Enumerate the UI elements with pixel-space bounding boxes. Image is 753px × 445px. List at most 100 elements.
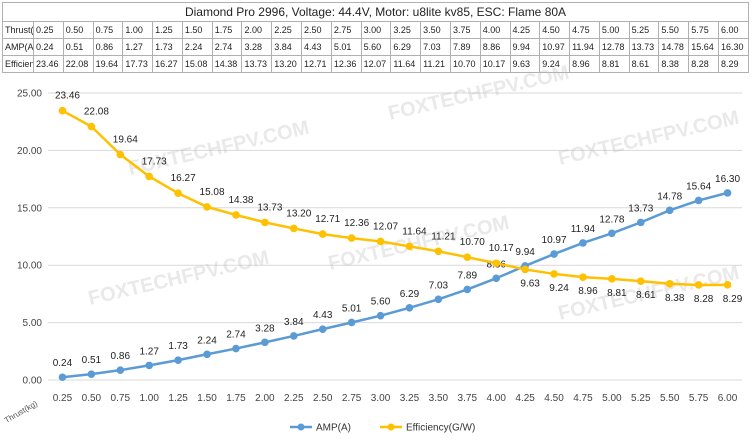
data-point (665, 279, 674, 288)
data-point (694, 196, 703, 205)
data-label: 16.30 (715, 174, 740, 185)
data-point (203, 203, 211, 211)
data-point (116, 366, 125, 374)
x-tick-label: 2.75 (342, 393, 362, 404)
row-header: Efficiency(G/W) (2, 55, 34, 73)
x-tick-label: 5.25 (631, 393, 651, 404)
data-point (174, 189, 182, 198)
data-point (261, 218, 269, 227)
data-point (87, 122, 96, 131)
data-label: 13.73 (257, 202, 282, 213)
data-label: 0.51 (82, 355, 102, 366)
data-point (405, 303, 414, 312)
data-point (232, 344, 240, 353)
data-label: 13.20 (286, 208, 311, 219)
y-tick-label: 5.00 (23, 318, 43, 329)
data-point (434, 295, 443, 304)
data-point (434, 247, 443, 256)
data-point (550, 250, 558, 258)
data-label: 10.97 (542, 235, 567, 246)
data-label: 13.73 (628, 203, 653, 214)
x-tick-label: 1.25 (168, 393, 188, 404)
x-tick-label: 1.00 (139, 393, 159, 404)
data-label: 23.46 (55, 91, 80, 102)
watermark-text: FOXTECHFPV.COM (556, 107, 741, 170)
table-row: Thrust(kg)0.250.500.751.001.251.501.752.… (2, 21, 750, 39)
data-point (289, 224, 298, 233)
data-point (608, 275, 616, 283)
data-point (636, 277, 645, 285)
data-label: 7.89 (458, 270, 478, 281)
y-tick-label: 10.00 (17, 261, 42, 272)
data-point (723, 281, 732, 289)
table-cell: 8.81 (598, 55, 630, 73)
x-tick-label: 0.75 (111, 393, 131, 404)
data-label: 4.43 (313, 310, 333, 321)
data-label: 12.07 (373, 221, 398, 232)
data-point (665, 206, 674, 215)
y-tick-label: 0.00 (23, 376, 43, 387)
data-label: 2.24 (197, 335, 217, 346)
data-point (232, 211, 240, 219)
x-tick-label: 5.75 (689, 393, 709, 404)
data-label: 11.21 (431, 231, 456, 242)
data-point (492, 274, 501, 283)
data-point (463, 285, 472, 294)
x-tick-label: 5.50 (660, 393, 680, 404)
data-point (87, 370, 96, 378)
data-point (608, 229, 616, 238)
x-tick-label: 3.25 (400, 393, 420, 404)
data-point (405, 242, 414, 251)
data-point (145, 172, 154, 181)
data-label: 7.03 (429, 280, 449, 291)
data-point (289, 332, 298, 340)
data-label: 9.63 (520, 278, 540, 289)
data-point (463, 253, 472, 261)
table-cell: 9.24 (539, 55, 571, 73)
x-tick-label: 4.00 (486, 393, 506, 404)
y-tick-label: 15.00 (17, 203, 42, 214)
data-label: 12.36 (344, 218, 369, 229)
data-point (550, 270, 558, 278)
legend-marker (387, 423, 395, 431)
data-point (694, 281, 703, 289)
data-point (116, 150, 125, 159)
data-label: 9.94 (515, 247, 535, 258)
data-label: 15.64 (686, 181, 711, 192)
data-point (58, 106, 67, 115)
table-cell: 11.21 (420, 55, 451, 73)
data-point (723, 189, 732, 197)
data-point (203, 350, 211, 359)
data-label: 0.24 (53, 358, 73, 369)
data-point (579, 273, 587, 281)
data-point (376, 311, 385, 320)
data-label: 11.64 (402, 226, 427, 237)
data-point (145, 361, 154, 370)
x-tick-label: 3.50 (429, 393, 449, 404)
x-tick-label: 0.25 (53, 393, 73, 404)
data-label: 5.01 (342, 303, 362, 314)
data-label: 8.38 (665, 293, 685, 304)
watermark-text: FOXTECHFPV.COM (126, 117, 311, 180)
data-label: 3.28 (255, 323, 275, 334)
data-point (347, 318, 356, 327)
x-tick-label: 4.25 (515, 393, 535, 404)
table-cell: 17.73 (122, 55, 154, 73)
data-label: 1.73 (168, 341, 188, 352)
x-tick-label: 5.00 (602, 393, 622, 404)
legend-label: Efficiency(G/W) (406, 423, 475, 434)
x-tick-label: 2.50 (313, 393, 333, 404)
x-tick-label: 0.50 (82, 393, 102, 404)
x-tick-label: 3.75 (458, 393, 478, 404)
data-point (376, 237, 385, 246)
data-label: 8.28 (694, 294, 714, 305)
x-tick-label: 2.00 (255, 393, 275, 404)
data-table: Diamond Pro 2996, Voltage: 44.4V, Motor:… (2, 2, 750, 73)
x-axis-title: Thrust(kg) (3, 399, 39, 425)
data-point (347, 234, 356, 242)
data-label: 12.71 (315, 214, 340, 225)
data-label: 6.29 (400, 289, 420, 300)
data-label: 8.61 (636, 290, 656, 301)
